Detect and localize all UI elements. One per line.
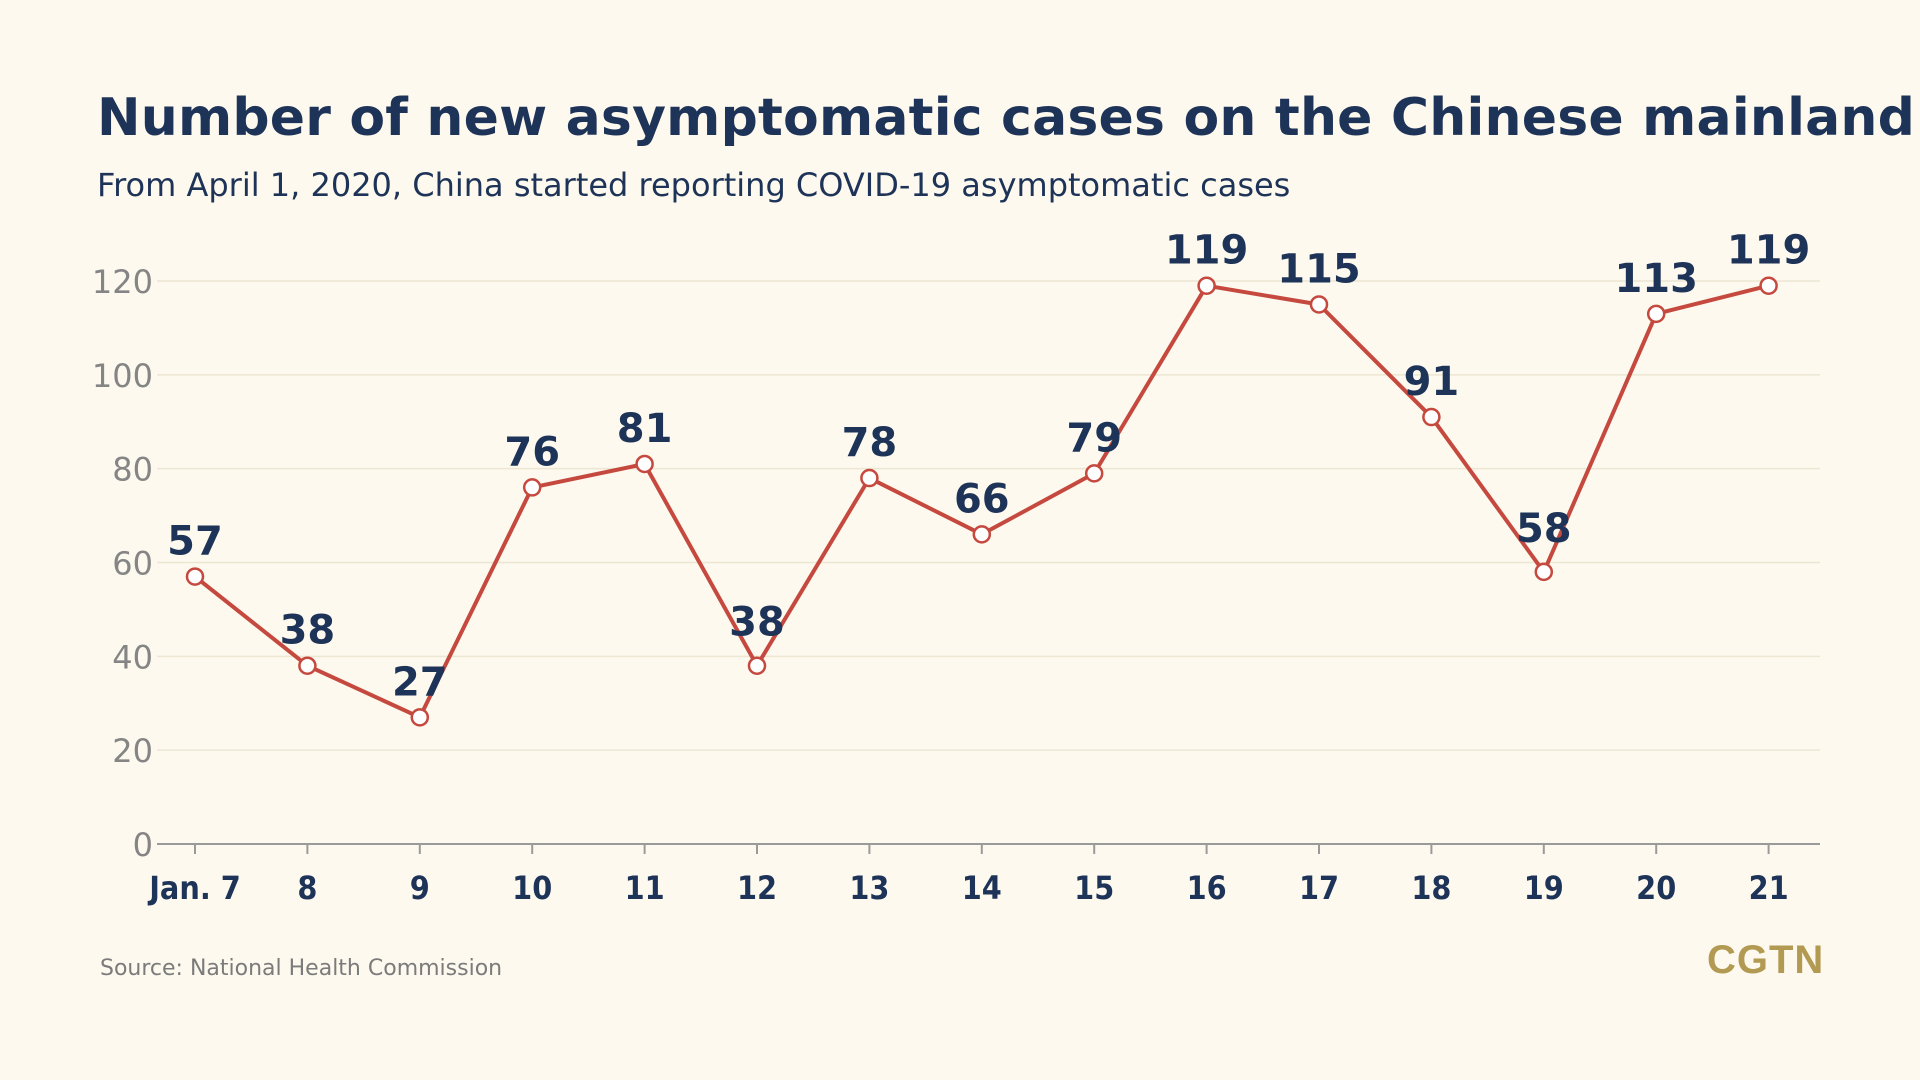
data-point [972,525,992,544]
data-label: 119 [1165,228,1249,274]
x-tick-label: 10 [512,869,552,907]
data-label: 115 [1277,246,1361,292]
data-label: 79 [1066,415,1122,461]
y-tick-label: 60 [112,545,153,583]
x-tick-label: 12 [737,869,777,907]
data-label: 38 [280,608,336,654]
data-label: 119 [1727,228,1811,274]
y-axis: 0 20 40 60 80 100 120 [92,263,153,864]
x-axis: Jan. 7 8 9 10 11 12 13 14 15 16 17 18 19 20 21 [147,843,1820,907]
x-tick-label: 18 [1411,869,1451,907]
data-point [1084,464,1104,483]
data-point [1309,295,1329,314]
data-point [860,468,879,488]
x-tick-label: 13 [849,869,889,907]
data-label: 81 [617,406,673,452]
y-tick-label: 20 [112,732,153,770]
y-tick-label: 80 [112,451,153,489]
data-labels: 57 38 27 76 81 38 78 66 79 119 115 91 58 113 119 [167,228,1810,706]
x-tick-label: 17 [1299,869,1339,907]
data-point [298,656,317,675]
cgtn-logo: CGTN [1707,938,1825,982]
data-point [1646,304,1666,324]
x-tick-label: Jan. 7 [147,869,241,907]
y-tick-label: 100 [92,357,153,395]
x-tick-label: 16 [1187,869,1227,907]
data-point [747,656,767,675]
data-point [635,454,654,474]
data-label: 113 [1614,256,1698,302]
data-point [1759,276,1778,295]
x-tick-label: 20 [1636,869,1676,907]
data-point [1197,276,1216,295]
data-point [522,478,542,497]
x-tick-label: 15 [1074,869,1114,907]
data-label: 58 [1516,506,1572,552]
data-label: 78 [842,420,898,466]
data-label: 91 [1404,359,1460,405]
data-label: 57 [167,519,223,565]
data-point [410,708,430,727]
data-label: 38 [729,600,785,646]
y-tick-label: 0 [133,826,153,864]
chart-title: Number of new asymptomatic cases on the … [97,88,1916,148]
x-tick-label: 21 [1749,869,1789,907]
chart-subtitle: From April 1, 2020, China started report… [97,166,1291,204]
x-tick-label: 11 [625,869,665,907]
data-label: 66 [954,476,1010,522]
data-point [185,567,205,586]
x-tick-label: 19 [1524,869,1564,907]
x-tick-label: 8 [297,869,317,907]
data-label: 76 [504,429,560,475]
grid-lines [157,280,1820,751]
source-note: Source: National Health Commission [100,956,503,981]
data-points [185,276,1778,727]
data-point [1534,562,1554,582]
x-tick-label: 14 [962,869,1002,907]
data-point [1422,407,1441,427]
y-tick-label: 120 [92,263,153,301]
y-tick-label: 40 [112,638,153,676]
data-label: 27 [392,659,448,705]
x-tick-label: 9 [410,869,430,907]
